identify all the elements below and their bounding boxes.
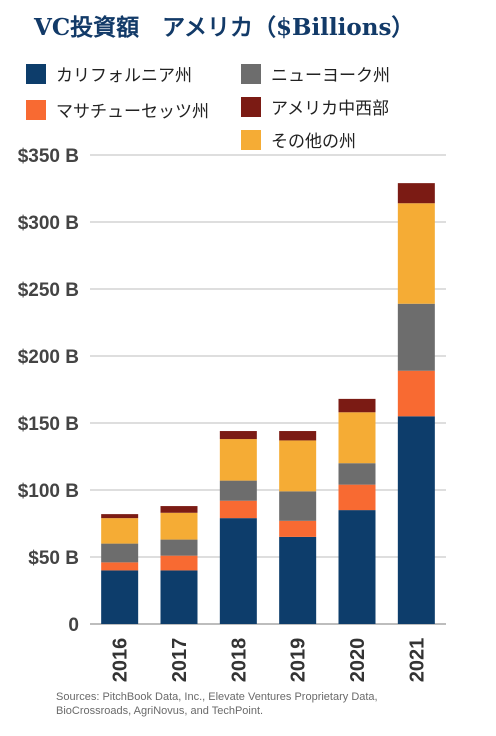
y-tick-label-200: $200 B <box>18 347 79 368</box>
bar-segment-2016-4 <box>101 514 139 519</box>
x-tick-label-2020: 2020 <box>347 638 369 683</box>
bar-segment-2020-0 <box>338 510 376 624</box>
sources-line-1: Sources: PitchBook Data, Inc., Elevate V… <box>56 691 378 703</box>
sources-line-2: BioCrossroads, AgriNovus, and TechPoint. <box>56 705 264 717</box>
legend-swatch-other-states <box>241 129 261 150</box>
bar-segment-2021-2 <box>397 303 435 371</box>
chart-title: VC投資額 アメリカ（$Billions） <box>34 14 415 41</box>
x-tick-label-2016: 2016 <box>110 638 132 683</box>
legend: カリフォルニア州 マサチューセッツ州 ニューヨーク州 アメリカ中西部 その他の州 <box>0 0 496 160</box>
bar-segment-2019-3 <box>279 440 317 492</box>
y-tick-label-150: $150 B <box>18 414 79 435</box>
bar-segment-2021-1 <box>397 370 435 417</box>
bar-segment-2018-0 <box>219 518 257 624</box>
bar-segment-2016-0 <box>101 570 139 624</box>
legend-label-massachusetts: マサチューセッツ州 <box>56 102 209 122</box>
y-tick-label-0: 0 <box>68 615 79 636</box>
bar-segment-2019-4 <box>279 431 317 441</box>
bar-segment-2020-4 <box>338 398 376 413</box>
y-tick-label-250: $250 B <box>18 280 79 301</box>
bar-segment-2016-1 <box>101 562 139 571</box>
bar-segment-2017-2 <box>160 539 198 556</box>
x-tick-label-2019: 2019 <box>288 638 310 683</box>
bar-segment-2018-4 <box>219 431 257 440</box>
legend-swatch-massachusetts <box>26 99 46 120</box>
y-tick-label-100: $100 B <box>18 481 79 502</box>
y-tick-label-350: $350 B <box>18 146 79 167</box>
y-tick-label-50: $50 B <box>28 548 79 569</box>
bar-segment-2018-1 <box>219 500 257 519</box>
bar-segment-2019-0 <box>279 536 317 624</box>
x-tick-label-2021: 2021 <box>406 638 428 683</box>
legend-swatch-new-york <box>241 63 261 84</box>
bar-segment-2021-3 <box>397 203 435 304</box>
bar-segment-2018-2 <box>219 480 257 501</box>
bar-segment-2019-2 <box>279 491 317 521</box>
y-tick-label-300: $300 B <box>18 213 79 234</box>
legend-item-massachusetts: マサチューセッツ州 <box>26 97 209 122</box>
legend-label-new-york: ニューヨーク州 <box>271 66 390 86</box>
bar-segment-2019-1 <box>279 520 317 537</box>
legend-label-other-states: その他の州 <box>271 132 356 152</box>
legend-item-midwest: アメリカ中西部 <box>241 94 389 119</box>
legend-swatch-midwest <box>241 96 261 117</box>
x-tick-label-2017: 2017 <box>169 638 191 683</box>
bar-segment-2017-1 <box>160 555 198 571</box>
sources-note: Sources: PitchBook Data, Inc., Elevate V… <box>56 690 476 718</box>
bar-segment-2021-0 <box>397 416 435 624</box>
legend-item-california: カリフォルニア州 <box>26 61 192 86</box>
bar-segment-2016-3 <box>101 518 139 544</box>
bar-segment-2017-4 <box>160 506 198 513</box>
bar-segment-2018-3 <box>219 439 257 481</box>
legend-item-other-states: その他の州 <box>241 127 356 152</box>
bar-segment-2017-3 <box>160 512 198 540</box>
legend-label-midwest: アメリカ中西部 <box>271 99 390 119</box>
bar-segment-2020-3 <box>338 412 376 464</box>
x-tick-label-2018: 2018 <box>228 638 250 683</box>
bar-segment-2020-2 <box>338 463 376 485</box>
legend-item-new-york: ニューヨーク州 <box>241 61 390 86</box>
bar-segment-2020-1 <box>338 484 376 511</box>
bar-segment-2017-0 <box>160 570 198 624</box>
bar-segment-2016-2 <box>101 543 139 563</box>
legend-label-california: カリフォルニア州 <box>56 66 192 86</box>
bar-segment-2021-4 <box>397 183 435 204</box>
legend-swatch-california <box>26 63 46 84</box>
